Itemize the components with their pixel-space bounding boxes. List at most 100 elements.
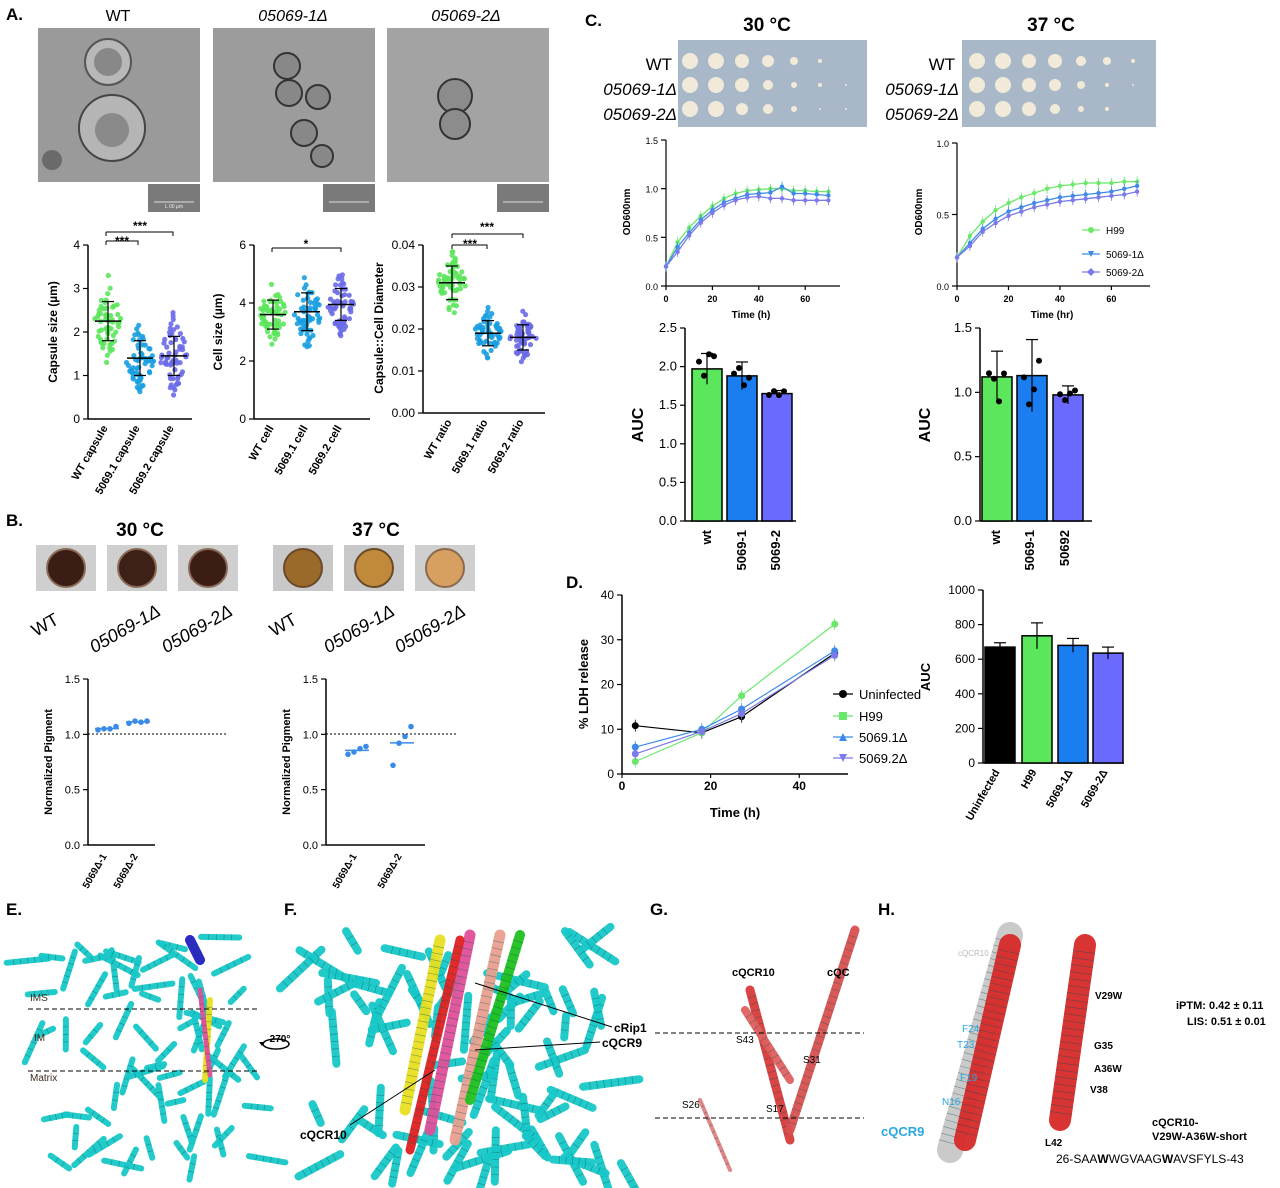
helix-rung <box>481 995 492 998</box>
x-tick-label: 60 <box>1106 294 1116 304</box>
growth-ylabel: OD600nm <box>914 189 925 236</box>
helix <box>560 1011 571 1042</box>
helix-rung <box>985 1002 1007 1009</box>
data-point <box>498 328 504 334</box>
data-point <box>167 332 173 339</box>
chain-label: cRip1 <box>614 1021 647 1035</box>
helix-rung <box>592 1004 601 1007</box>
helix-rung <box>576 1048 581 1057</box>
data-point <box>408 723 414 730</box>
helix-rung <box>439 1112 443 1121</box>
helix-rung <box>156 982 159 989</box>
helix-rung <box>543 1060 548 1069</box>
x-tick-label: 40 <box>1055 294 1065 304</box>
helix <box>205 1075 213 1117</box>
data-point <box>147 346 153 352</box>
helix-rung <box>406 978 414 983</box>
data-point <box>698 728 706 735</box>
helix <box>173 1140 191 1161</box>
helix-rung <box>388 1150 396 1156</box>
helix-rung <box>426 979 438 983</box>
helix-rung <box>488 960 500 964</box>
y-tick-label: 1.0 <box>645 185 658 195</box>
sequence: 26-SAAWWGVAAGWAVSFYLS-43 <box>1056 1152 1244 1166</box>
x-tick-label: Uninfected <box>964 768 1003 823</box>
data-point <box>269 341 275 347</box>
helix <box>155 1082 168 1124</box>
helix-rung <box>386 1042 394 1047</box>
data-point <box>721 203 727 208</box>
helix-rung <box>591 936 597 944</box>
helix-rung <box>483 1162 492 1166</box>
helix-rung <box>130 957 134 963</box>
x-tick-label: 5069.2 ratio <box>486 417 527 476</box>
helix-rung <box>471 1078 481 1082</box>
helix-rung <box>993 969 1015 975</box>
helix-rung <box>111 1137 116 1143</box>
y-tick-label: 200 <box>955 721 975 735</box>
helix-rung <box>125 1009 131 1013</box>
y-tick-label: 0 <box>968 756 975 770</box>
helix <box>102 989 129 1000</box>
helix-rung <box>412 1121 421 1125</box>
helix-rung <box>462 1015 471 1017</box>
helix-rung <box>447 1148 454 1155</box>
data-point <box>766 392 772 398</box>
data-point <box>967 233 973 239</box>
data-point <box>706 351 712 358</box>
helix-rung <box>442 992 452 996</box>
helix-rung <box>778 1111 788 1115</box>
helix-rung <box>473 1029 485 1033</box>
data-point <box>993 208 998 213</box>
data-point <box>993 220 998 226</box>
data-point <box>710 210 715 216</box>
data-point <box>136 322 142 328</box>
helix-rung <box>447 972 457 976</box>
pigment-plates <box>36 545 475 591</box>
helix-rung <box>47 953 50 960</box>
b-strain-1: 05069-1Δ <box>86 601 164 657</box>
helix-rung <box>162 944 167 950</box>
data-point <box>443 275 449 281</box>
data-point <box>1122 179 1127 184</box>
data-point <box>307 299 314 305</box>
data-point <box>181 339 187 345</box>
bar <box>1021 635 1053 764</box>
helix-rung <box>33 1034 40 1038</box>
colony-spot <box>791 106 797 112</box>
helix-rung <box>509 953 519 957</box>
helix-rung <box>303 950 308 958</box>
data-point <box>1057 391 1063 398</box>
x-tick-label: 60 <box>800 294 810 304</box>
helix-rung <box>423 1074 433 1077</box>
helix-rung <box>509 1079 518 1083</box>
helix-rung <box>72 1112 74 1119</box>
helix-rung <box>558 1155 561 1165</box>
data-point <box>527 342 534 348</box>
y-tick-label: 1000 <box>948 583 975 597</box>
x-tick-label: 40 <box>754 294 764 304</box>
helix-rung <box>379 1162 387 1168</box>
helix-rung <box>321 961 326 969</box>
data-point <box>776 392 782 399</box>
residue-label: N16 <box>942 1097 961 1108</box>
data-point <box>1070 182 1076 187</box>
helix-rung <box>578 935 584 943</box>
helix-rung <box>350 941 358 947</box>
helix-rung <box>197 1041 204 1044</box>
helix-rung <box>391 978 399 984</box>
helix-rung <box>463 1008 472 1010</box>
helix-rung <box>413 1114 423 1118</box>
data-point <box>272 331 278 337</box>
helix-rung <box>1068 985 1090 989</box>
b-temp-37: 37 °C <box>352 520 400 541</box>
data-point <box>631 758 639 765</box>
helix-rung <box>205 1060 211 1062</box>
helix-rung <box>467 1091 477 1096</box>
helix-rung <box>787 1121 797 1126</box>
spot-plate-37 <box>962 40 1156 127</box>
helix-rung <box>500 972 503 981</box>
data-point <box>294 321 300 327</box>
y-tick-label: 2 <box>73 325 80 339</box>
data-point <box>104 352 110 358</box>
